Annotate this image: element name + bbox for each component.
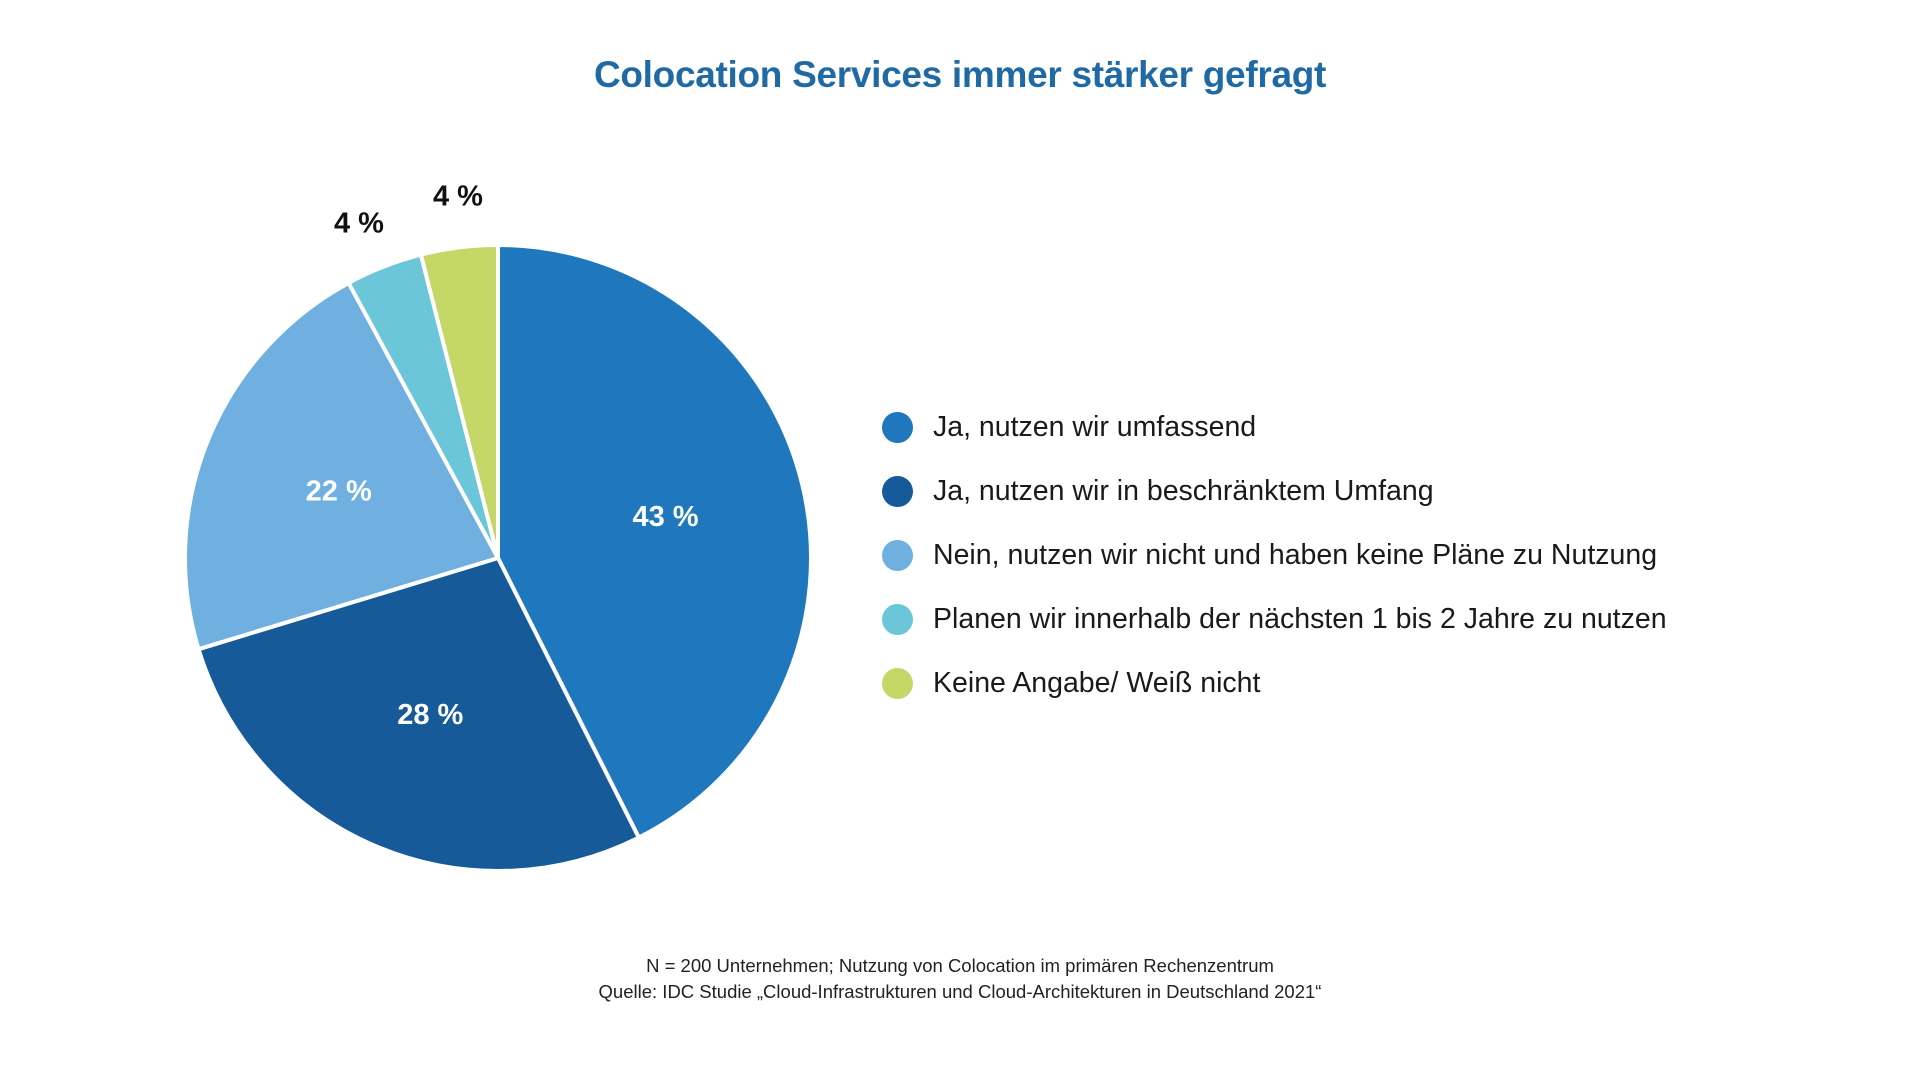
legend-item-5: Keine Angabe/ Weiß nicht: [882, 651, 1667, 715]
legend-swatch-icon: [882, 539, 913, 571]
legend-label: Planen wir innerhalb der nächsten 1 bis …: [933, 602, 1667, 635]
pie-slice-2: [196, 556, 641, 873]
legend-swatch-icon: [882, 603, 913, 635]
slice-value-label-1: 43 %: [632, 501, 698, 533]
legend-item-1: Ja, nutzen wir umfassend: [882, 395, 1667, 459]
pie-slice-3: [183, 280, 500, 652]
legend-swatch-icon: [882, 411, 913, 443]
pie-slice-1: [496, 243, 813, 840]
legend-label: Keine Angabe/ Weiß nicht: [933, 666, 1261, 699]
chart-legend: Ja, nutzen wir umfassend Ja, nutzen wir i…: [882, 395, 1667, 715]
legend-item-4: Planen wir innerhalb der nächsten 1 bis …: [882, 587, 1667, 651]
pie-slice-5: [418, 243, 500, 560]
chart-title: Colocation Services immer stärker gefrag…: [593, 54, 1327, 95]
legend-label: Nein, nutzen wir nicht und haben keine P…: [933, 538, 1658, 571]
legend-swatch-icon: [882, 667, 913, 699]
slice-value-label-4: 4 %: [334, 208, 384, 240]
footnote-source: Quelle: IDC Studie „Cloud-Infrastrukture…: [598, 981, 1322, 1002]
pie-slices: [183, 243, 813, 873]
slice-value-label-2: 28 %: [397, 699, 463, 731]
slice-value-label-3: 22 %: [306, 475, 372, 507]
legend-item-3: Nein, nutzen wir nicht und haben keine P…: [882, 523, 1667, 587]
footnote-sample-size: N = 200 Unternehmen; Nutzung von Colocat…: [646, 955, 1274, 976]
pie-value-labels: 43 % 28 % 22 % 4 % 4 %: [306, 181, 699, 731]
legend-item-2: Ja, nutzen wir in beschränktem Umfang: [882, 459, 1667, 523]
legend-label: Ja, nutzen wir in beschränktem Umfang: [933, 474, 1434, 507]
legend-label: Ja, nutzen wir umfassend: [933, 410, 1257, 443]
slice-value-label-5: 4 %: [433, 181, 483, 213]
legend-swatch-icon: [882, 475, 913, 507]
